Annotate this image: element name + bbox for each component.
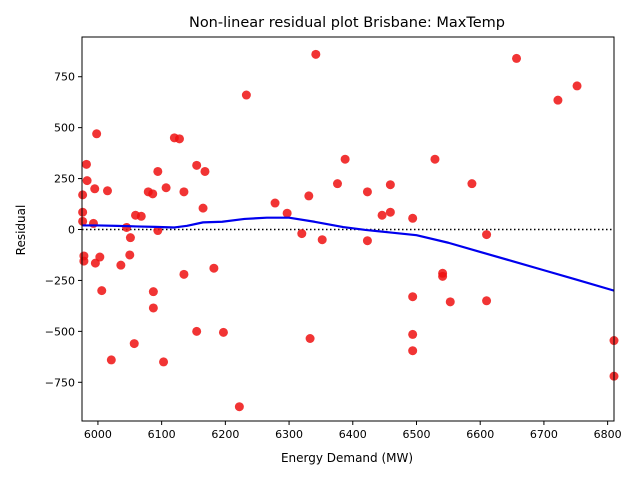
residual-point [209,263,219,273]
residual-point [125,250,135,260]
residual-point [305,334,315,343]
residual-point [82,176,92,186]
residual-point [218,327,228,337]
x-tick-label: 6100 [148,428,176,441]
x-tick-label: 6000 [84,428,112,441]
residual-point [311,49,321,59]
y-tick-label: −250 [45,274,75,287]
residual-point [148,303,158,313]
residual-point [408,329,418,339]
y-tick-label: 750 [54,71,75,84]
residual-point [572,81,582,91]
residual-point [192,160,202,170]
axes-frame [81,36,615,422]
residual-point [270,198,280,208]
residual-point [122,222,132,232]
residual-point [79,256,89,266]
residual-point [385,207,395,217]
residual-point [159,357,169,367]
residual-point [408,213,418,223]
residual-point [430,154,440,164]
chart-title: Non-linear residual plot Brisbane: MaxTe… [189,15,505,31]
y-tick-label: −750 [45,376,75,389]
residual-point [445,297,455,307]
residual-point [304,191,314,201]
residual-point [179,187,189,197]
residual-point [553,95,563,105]
residual-point [340,154,350,164]
x-tick-label: 6600 [466,428,494,441]
residual-point [174,134,184,144]
residual-point [148,189,158,199]
residual-point [78,216,88,226]
residual-point [153,166,163,176]
residual-point [467,179,477,189]
residual-point [332,179,342,189]
residual-point [88,218,98,228]
residual-point [241,90,251,100]
residual-point [198,203,208,213]
residual-point [125,233,135,243]
residual-point [408,346,418,356]
x-tick-label: 6300 [275,428,303,441]
residual-point [317,235,327,245]
y-tick-label: 250 [54,173,75,186]
x-tick-label: 6800 [594,428,622,441]
residual-point [153,226,163,236]
residual-point [97,286,107,296]
residual-point [482,296,492,306]
residual-point [192,326,202,336]
residual-point [161,183,171,193]
residual-point [297,229,307,239]
residual-point [362,236,372,246]
residual-point [92,129,102,139]
residual-point [482,230,492,240]
x-tick-label: 6400 [339,428,367,441]
residual-point [116,260,126,270]
residual-point [81,159,91,169]
residual-point [377,210,387,220]
residual-point [362,187,372,197]
y-tick-label: 500 [54,122,75,135]
plot-area: 6000 6100 6200 6300 6400 6500 6600 6700 6800 −750… [45,36,622,441]
residual-point [385,180,395,190]
residual-point [136,211,146,221]
residual-point [234,402,244,412]
residual-point [438,271,448,281]
y-tick-label: −500 [45,325,75,338]
residual-point [95,252,105,262]
x-axis-label: Energy Demand (MW) [281,451,413,465]
trend-line [82,216,615,292]
residual-point [102,186,112,196]
x-tick-label: 6700 [530,428,558,441]
residual-point [282,208,292,218]
x-tick-label: 6200 [211,428,239,441]
residual-point [512,53,522,63]
residual-point [200,166,210,176]
residual-point [129,339,139,349]
residual-point [408,292,418,302]
residual-point [90,184,100,194]
residual-point [78,190,88,200]
residual-point [179,269,189,279]
residual-point [78,207,88,217]
x-tick-label: 6500 [402,428,430,441]
residual-point [106,355,116,365]
y-axis-label: Residual [14,205,28,256]
y-tick-label: 0 [68,224,75,237]
residual-point [148,287,158,297]
